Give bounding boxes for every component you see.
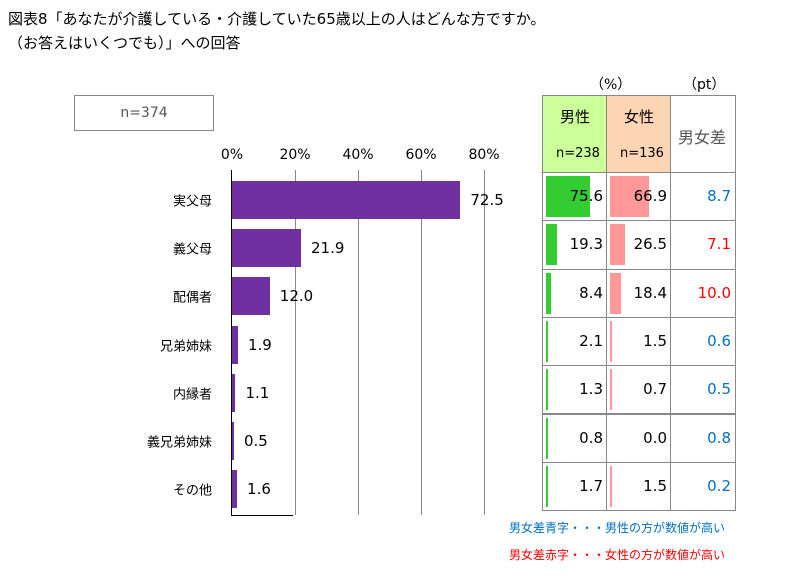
data-label: 1.9: [247, 335, 272, 354]
female-value: 66.9: [633, 187, 667, 205]
diff-value: 0.5: [707, 380, 731, 399]
diff-header: 男女差: [678, 128, 727, 147]
female-bar: [610, 224, 626, 266]
gridline: [295, 170, 296, 515]
bar: [232, 373, 236, 412]
male-header-cell: [542, 95, 607, 173]
data-label: 0.5: [244, 432, 268, 450]
category-label: 配偶者: [172, 290, 212, 306]
diff-value: 8.7: [707, 187, 731, 205]
diff-value: 0.6: [707, 331, 731, 350]
title-line-1: 図表8「あなたが介護している・介護していた65歳以上の人はどんな方ですか。: [8, 10, 546, 28]
table-cell: [670, 461, 736, 512]
female-value: 1.5: [643, 476, 667, 495]
category-label: 兄弟姉妹: [159, 339, 212, 355]
diff-value: 0.8: [707, 428, 731, 447]
bar: [232, 470, 238, 509]
male-value: 1.3: [579, 380, 603, 399]
male-value: 1.7: [579, 476, 603, 495]
title-line-2: （お答えはいくつでも）」への回答: [8, 34, 241, 52]
female-value: 0.7: [643, 380, 667, 399]
category-label: 義兄弟姉妹: [146, 435, 212, 451]
male-bar: [546, 320, 548, 362]
bar: [232, 181, 461, 219]
category-label: 内縁者: [172, 387, 212, 403]
male-value: 0.8: [579, 428, 603, 447]
unit-pct: （%）: [590, 77, 632, 93]
x-axis-line: [231, 515, 293, 516]
data-label: 72.5: [470, 191, 504, 209]
red-note: 男女差赤字・・・女性の方が数値が高い: [509, 548, 726, 562]
male-value: 2.1: [579, 331, 603, 350]
diff-value: 0.2: [707, 476, 731, 495]
male-header: 男性: [560, 108, 591, 126]
female-value: 18.4: [633, 283, 667, 302]
female-n: n=136: [620, 146, 664, 161]
blue-note: 男女差青字・・・男性の方が数値が高い: [509, 521, 726, 535]
male-bar: [546, 272, 551, 314]
male-bar: [546, 369, 548, 411]
y-axis-line: [231, 170, 232, 516]
bar: [232, 277, 270, 316]
category-label: その他: [172, 483, 212, 499]
unit-pt: （pt）: [683, 77, 726, 93]
female-bar: [610, 320, 612, 362]
data-label: 21.9: [310, 239, 345, 258]
gridline: [358, 170, 359, 515]
male-value: 75.6: [569, 187, 603, 205]
male-bar: [546, 176, 590, 217]
female-value: 1.5: [643, 331, 667, 350]
x-tick-label: 0%: [220, 147, 244, 163]
male-value: 19.3: [569, 235, 603, 254]
category-label: 実父母: [172, 194, 212, 210]
female-header: 女性: [624, 108, 655, 126]
male-bar: [546, 224, 558, 266]
female-value: 0.0: [643, 428, 667, 447]
diff-value: 10.0: [697, 283, 731, 302]
diff-value: 7.1: [707, 235, 731, 254]
gridline: [421, 170, 422, 515]
gridline: [484, 170, 485, 515]
female-bar: [610, 465, 612, 507]
bar: [232, 325, 238, 364]
male-bar: [546, 465, 548, 507]
sample-size-box: n=374: [74, 95, 214, 131]
male-value: 8.4: [579, 283, 603, 302]
female-value: 26.5: [633, 235, 667, 254]
data-label: 12.0: [279, 287, 314, 306]
x-tick-label: 80%: [468, 147, 500, 163]
x-tick-label: 40%: [342, 147, 374, 163]
male-bar: [546, 417, 548, 459]
data-label: 1.6: [247, 480, 271, 499]
female-header-cell: [606, 95, 671, 173]
x-tick-label: 20%: [279, 147, 311, 163]
bar: [232, 422, 234, 460]
female-bar: [610, 176, 649, 217]
bar: [232, 229, 301, 268]
category-label: 義父母: [172, 242, 212, 258]
x-tick-label: 60%: [405, 147, 437, 163]
male-n: n=238: [556, 146, 600, 161]
female-bar: [610, 369, 612, 411]
female-bar: [610, 272, 621, 314]
data-label: 1.1: [245, 383, 270, 402]
